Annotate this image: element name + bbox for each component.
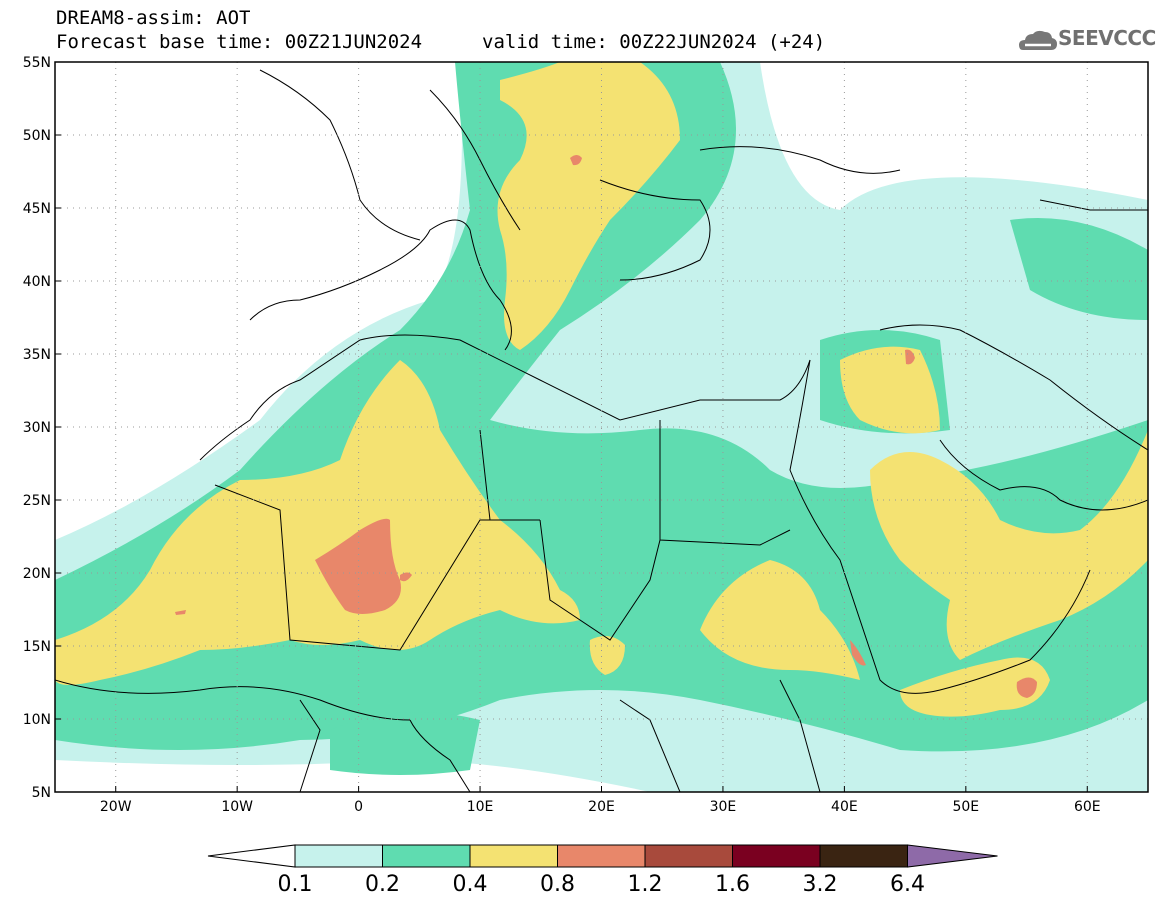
- colorbar-level-label: 0.4: [453, 872, 488, 897]
- forecast-base-time: Forecast base time: 00Z21JUN2024: [56, 31, 423, 53]
- lat-label: 25N: [23, 493, 51, 509]
- lat-label: 15N: [23, 639, 51, 655]
- colorbar-under-triangle: [207, 844, 296, 868]
- lat-label: 10N: [23, 712, 51, 728]
- grid-lines: [55, 62, 1148, 792]
- lon-label: 30E: [710, 799, 737, 815]
- lat-label: 20N: [23, 566, 51, 582]
- colorbar-over-triangle: [907, 844, 998, 868]
- map-title: DREAM8-assim: AOT: [56, 7, 251, 29]
- colorbar-swatch: [469, 844, 558, 868]
- colorbar-level-label: 0.2: [365, 872, 400, 897]
- valid-time: valid time: 00Z22JUN2024 (+24): [482, 31, 826, 53]
- coastlines: [55, 69, 1148, 792]
- colorbar-swatch: [732, 844, 821, 868]
- lon-label: 20W: [100, 799, 132, 815]
- lon-label: 10W: [221, 799, 253, 815]
- lat-label: 45N: [23, 201, 51, 217]
- colorbar-swatch: [557, 844, 646, 868]
- lat-label: 30N: [23, 420, 51, 436]
- lat-label: 50N: [23, 128, 51, 144]
- lat-label: 35N: [23, 347, 51, 363]
- lon-label: 60E: [1074, 799, 1101, 815]
- colorbar-level-label: 0.1: [278, 872, 313, 897]
- lon-label: 40E: [831, 799, 858, 815]
- colorbar-swatch: [819, 844, 908, 868]
- lon-label: 50E: [952, 799, 979, 815]
- colorbar-level-label: 0.8: [540, 872, 575, 897]
- lat-label: 40N: [23, 274, 51, 290]
- latitude-labels: 55N 50N 45N 40N 35N 30N 25N 20N 15N 10N 5N: [23, 55, 61, 801]
- colorbar-swatch: [644, 844, 733, 868]
- lat-label: 55N: [23, 55, 51, 71]
- colorbar-level-label: 6.4: [890, 872, 925, 897]
- lat-label: 5N: [32, 785, 51, 801]
- seevccc-logo-text: SEEVCCC: [1058, 26, 1156, 50]
- longitude-labels: 20W 10W 0 10E 20E 30E 40E 50E 60E: [100, 786, 1101, 815]
- colorbar: 0.1 0.2 0.4 0.8 1.2 1.6 3.2 6.4: [207, 844, 998, 897]
- lon-label: 10E: [467, 799, 494, 815]
- colorbar-level-label: 1.2: [628, 872, 663, 897]
- colorbar-swatch: [382, 844, 471, 868]
- lon-label: 20E: [588, 799, 615, 815]
- colorbar-swatch: [294, 844, 383, 868]
- colorbar-level-label: 3.2: [803, 872, 838, 897]
- aot-level-0.4: [55, 62, 1148, 717]
- cloud-logo-icon: [1019, 30, 1057, 50]
- lon-label: 0: [354, 799, 363, 815]
- colorbar-level-label: 1.6: [715, 872, 750, 897]
